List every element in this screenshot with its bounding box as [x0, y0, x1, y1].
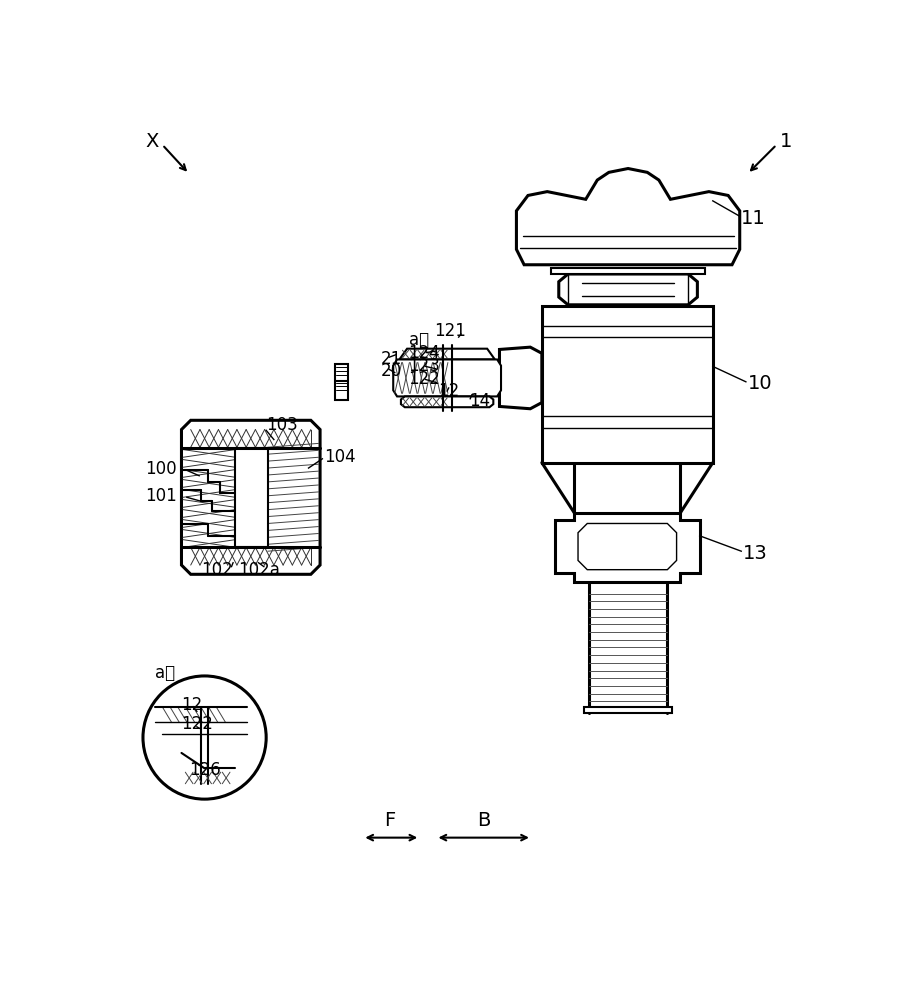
Text: 123: 123 [409, 357, 440, 375]
Text: 10: 10 [747, 374, 772, 393]
Polygon shape [578, 523, 677, 570]
Text: 101: 101 [146, 487, 177, 505]
Polygon shape [181, 420, 320, 574]
Text: 104: 104 [324, 448, 356, 466]
Text: 102: 102 [201, 561, 232, 579]
Text: a部: a部 [409, 331, 429, 349]
Polygon shape [393, 359, 501, 396]
Text: B: B [478, 811, 490, 830]
Text: 21: 21 [381, 350, 402, 368]
Circle shape [143, 676, 267, 799]
Text: F: F [384, 811, 395, 830]
Text: a部: a部 [155, 664, 175, 682]
Text: X: X [146, 132, 158, 151]
Text: 122: 122 [181, 715, 213, 733]
Text: 12: 12 [438, 382, 460, 400]
Text: 20: 20 [381, 362, 402, 380]
Text: 126: 126 [189, 761, 221, 779]
Polygon shape [555, 513, 700, 582]
Text: 11: 11 [742, 209, 766, 228]
Polygon shape [517, 169, 740, 265]
Text: 14: 14 [469, 392, 490, 410]
Polygon shape [584, 707, 672, 713]
Text: 122: 122 [409, 370, 440, 388]
Polygon shape [559, 274, 697, 305]
Text: 1: 1 [780, 132, 792, 151]
Text: 102a: 102a [238, 561, 279, 579]
Text: 13: 13 [743, 544, 767, 563]
Polygon shape [399, 349, 495, 359]
Text: 100: 100 [146, 460, 177, 478]
Text: 103: 103 [267, 416, 298, 434]
Polygon shape [500, 347, 541, 409]
Polygon shape [401, 396, 493, 407]
Text: 12: 12 [181, 696, 203, 714]
Text: 124: 124 [409, 344, 440, 362]
Polygon shape [551, 268, 705, 274]
Polygon shape [541, 306, 713, 463]
Polygon shape [336, 364, 348, 400]
Text: 121: 121 [434, 322, 466, 340]
